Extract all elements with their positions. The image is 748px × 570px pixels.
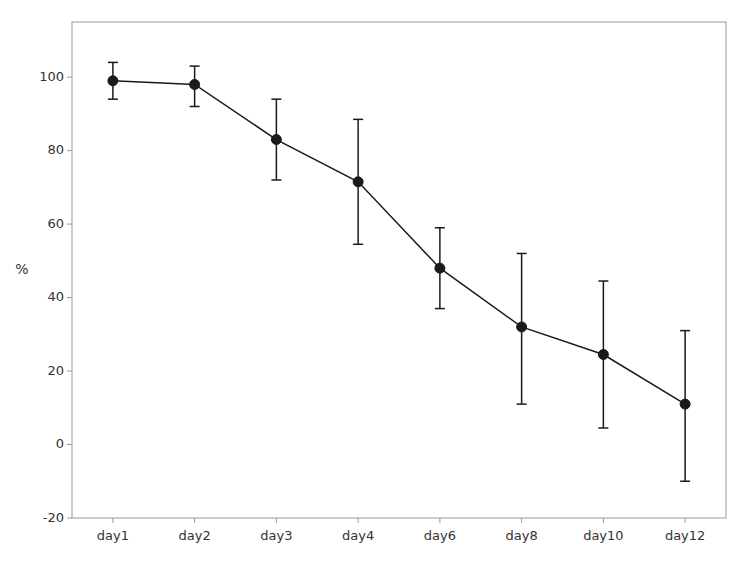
error-bar [598, 281, 608, 428]
data-point [435, 263, 445, 273]
x-tick-label: day10 [583, 528, 623, 543]
data-point [190, 79, 200, 89]
y-tick [67, 297, 72, 298]
error-bar [680, 331, 690, 482]
y-tick [67, 371, 72, 372]
data-point [353, 177, 363, 187]
y-tick [67, 224, 72, 225]
error-bar [190, 66, 200, 106]
y-tick-label: 40 [47, 289, 64, 304]
x-tick-label: day3 [260, 528, 292, 543]
data-point [108, 76, 118, 86]
y-tick-label: 80 [47, 142, 64, 157]
y-tick [67, 150, 72, 151]
y-tick-label: -20 [43, 510, 64, 525]
error-bar [435, 228, 445, 309]
data-point [680, 399, 690, 409]
y-tick-label: 100 [39, 69, 64, 84]
x-tick [439, 518, 440, 523]
data-layer [108, 62, 690, 481]
x-tick [603, 518, 604, 523]
y-axis-label: % [15, 261, 28, 277]
error-bar [517, 253, 527, 404]
x-tick [194, 518, 195, 523]
x-tick-label: day1 [97, 528, 129, 543]
data-point [271, 135, 281, 145]
error-bar [271, 99, 281, 180]
data-point [517, 322, 527, 332]
plot-frame [72, 22, 726, 518]
y-tick [67, 518, 72, 519]
y-tick [67, 77, 72, 78]
error-bar [108, 62, 118, 99]
x-tick-label: day4 [342, 528, 374, 543]
chart: -20 0 20 40 60 80 100 day1 day2 day3 day4 day6 day8 d… [0, 0, 748, 570]
x-tick [112, 518, 113, 523]
x-tick-label: day2 [179, 528, 211, 543]
x-tick-label: day6 [424, 528, 456, 543]
x-tick [358, 518, 359, 523]
series-line [113, 81, 685, 404]
y-tick-label: 0 [56, 436, 64, 451]
x-tick-label: day8 [506, 528, 538, 543]
chart-container: -20 0 20 40 60 80 100 day1 day2 day3 day4 day6 day8 d… [0, 0, 748, 570]
x-tick [276, 518, 277, 523]
y-tick-label: 20 [47, 363, 64, 378]
error-bar [353, 119, 363, 244]
y-tick-label: 60 [47, 216, 64, 231]
y-tick [67, 444, 72, 445]
x-tick [685, 518, 686, 523]
x-tick-label: day12 [665, 528, 705, 543]
x-tick [521, 518, 522, 523]
data-point [598, 350, 608, 360]
